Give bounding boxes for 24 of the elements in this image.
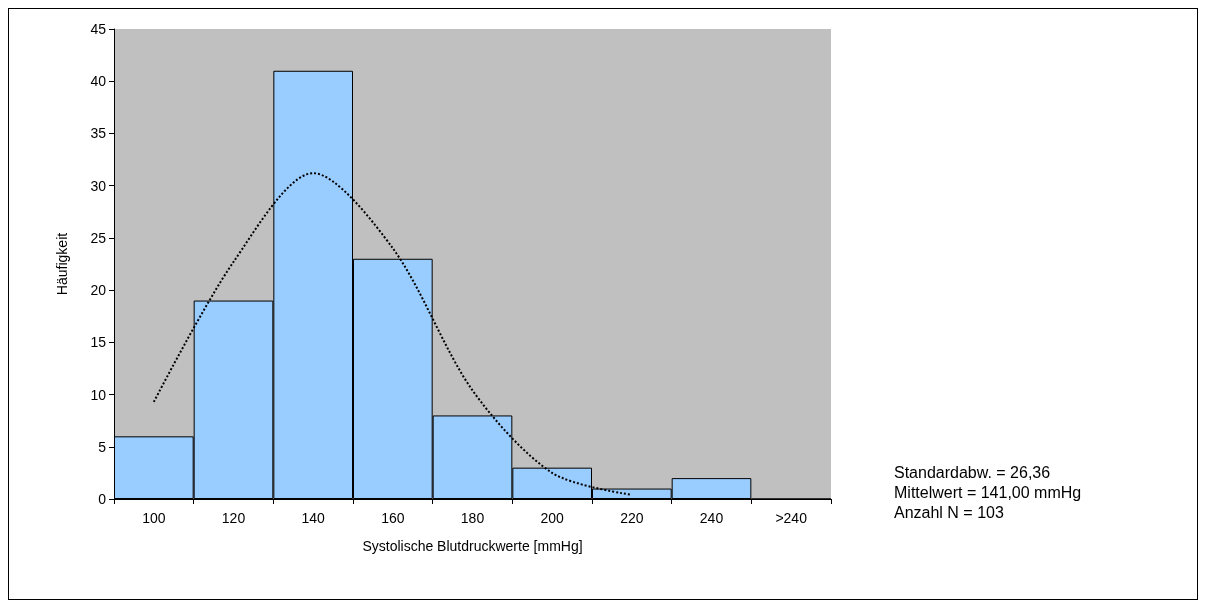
x-tick-label: 120 (221, 510, 246, 526)
x-tick-label: 160 (381, 510, 405, 526)
x-tick-label: 220 (620, 510, 644, 526)
y-tick-label: 0 (98, 491, 107, 507)
x-tick-label: 180 (460, 510, 485, 526)
y-tick-label: 20 (90, 282, 107, 299)
x-tick-label: 140 (301, 510, 326, 526)
y-tick-label: 30 (90, 177, 107, 194)
text: Mittelwert = 141,00 mmHg (894, 483, 1082, 501)
x-tick-label: 240 (699, 510, 724, 526)
y-tick-label: 40 (90, 73, 107, 90)
text: Anzahl N = 103 (894, 503, 1004, 521)
x-tick-label: 100 (142, 510, 166, 526)
x-axis-title: Systolische Blutdruckwerte [mmHg] (362, 538, 583, 554)
y-tick-label: 15 (90, 334, 107, 351)
y-tick-label: 35 (90, 125, 107, 142)
y-axis-title: Häufigkeit (54, 232, 70, 296)
text: Standardabw. = 26,36 (894, 463, 1051, 481)
y-tick-label: 25 (90, 229, 107, 246)
y-tick-label: 45 (90, 21, 107, 37)
x-tick-label: >240 (775, 510, 808, 526)
y-tick-label: 5 (98, 438, 107, 455)
x-tick-label: 200 (540, 510, 565, 526)
y-tick-label: 10 (90, 386, 107, 403)
